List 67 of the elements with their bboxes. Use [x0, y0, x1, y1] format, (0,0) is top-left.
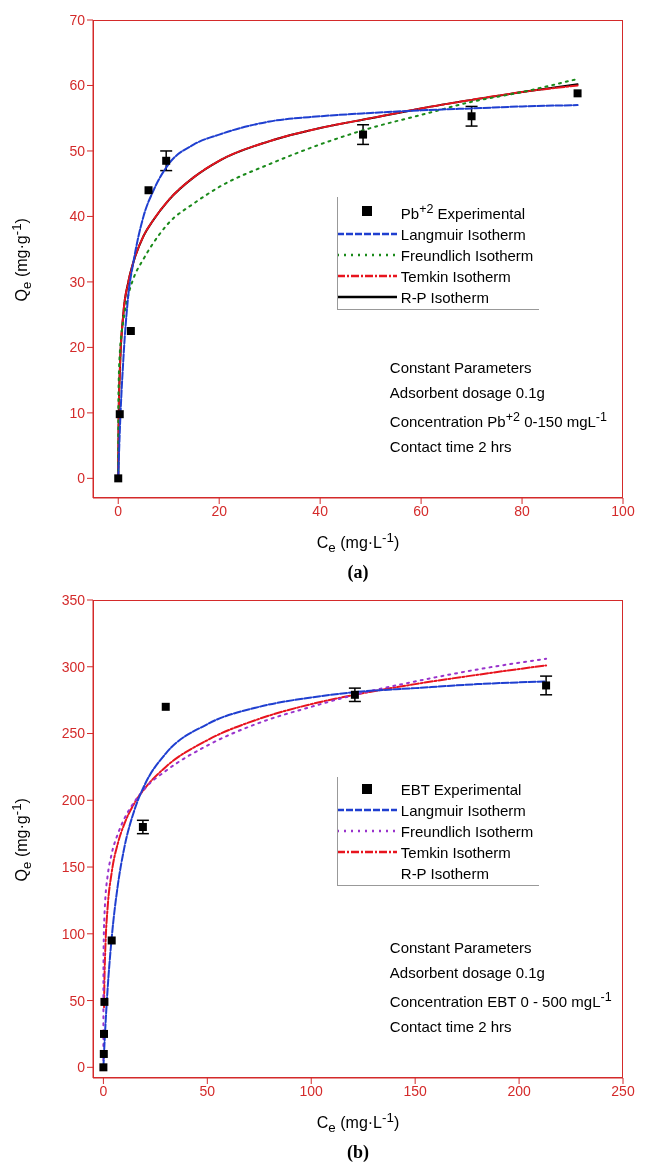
point [107, 936, 116, 945]
y-tick-label: 300 [61, 658, 86, 675]
x-tick-label: 80 [514, 502, 531, 519]
x-tick-label: 60 [413, 502, 430, 519]
legend-label: R-P Isotherm [400, 287, 489, 308]
annotation: Adsorbent dosage 0.1g [389, 963, 545, 981]
x-axis-title: C$_{e}$ (mg·L$^{-1}$) [316, 530, 400, 556]
x-tick-label: 20 [211, 502, 228, 519]
legend-label: EBT Experimental [400, 779, 522, 800]
x-tick-label: 100 [611, 502, 635, 519]
x-tick-label: 100 [299, 1082, 324, 1099]
x-tick-label: 40 [312, 502, 329, 519]
annotation: Concentration Pb$^{+2}$ 0-150 mgL$^{-1}$ [389, 409, 607, 430]
y-tick-label: 40 [69, 208, 86, 225]
annotation: Concentration EBT 0 - 500 mgL$^{-1}$ [389, 989, 612, 1010]
y-tick-label: 30 [69, 273, 86, 290]
point [467, 112, 476, 121]
y-tick-label: 150 [61, 859, 86, 876]
legend-label: Langmuir Isotherm [400, 800, 526, 821]
text: R-P Isotherm [400, 863, 489, 884]
point [99, 1049, 108, 1058]
y-tick-label: 200 [61, 792, 86, 809]
annotation: Constant Parameters [389, 358, 532, 376]
point [138, 822, 147, 831]
annotation: Adsorbent dosage 0.1g [389, 383, 545, 401]
annotation: Constant Parameters [389, 938, 532, 956]
point [144, 186, 153, 195]
legend-label: Pb$^{+2}$ Experimental [400, 200, 526, 224]
x-tick-label: 250 [611, 1082, 635, 1099]
annotation: Contact time 2 hrs [389, 437, 512, 455]
point [126, 327, 135, 336]
point [542, 681, 551, 690]
x-tick-label: 200 [507, 1082, 531, 1099]
y-tick-label: 100 [61, 925, 86, 942]
y-tick-label: 20 [69, 339, 86, 356]
text: (a) [347, 562, 369, 582]
point [115, 410, 124, 419]
x-tick-label: 0 [114, 502, 123, 519]
point [162, 156, 171, 165]
text: (b) [347, 1142, 369, 1162]
point [573, 89, 582, 98]
legend-label: Langmuir Isotherm [400, 224, 526, 245]
point [359, 130, 368, 139]
annotation: Contact time 2 hrs [389, 1017, 512, 1035]
legend-label: Freundlich Isotherm [400, 821, 534, 842]
legend-label: Freundlich Isotherm [400, 245, 534, 266]
legend-label: Temkin Isotherm [400, 842, 511, 863]
x-tick-label: 0 [99, 1082, 108, 1099]
x-axis-title: C$_{e}$ (mg·L$^{-1}$) [316, 1110, 400, 1136]
point [100, 997, 109, 1006]
y-tick-label: 0 [77, 1059, 86, 1076]
x-tick-label: 150 [403, 1082, 428, 1099]
x-tick-label: 50 [199, 1082, 216, 1099]
point [114, 474, 123, 483]
point [350, 690, 359, 699]
point [99, 1063, 108, 1072]
y-tick-label: 70 [69, 11, 86, 28]
y-tick-label: 10 [69, 404, 86, 421]
y-tick-label: 0 [77, 470, 86, 487]
legend-label: Temkin Isotherm [400, 266, 511, 287]
point [100, 1029, 109, 1038]
y-tick-label: 50 [69, 142, 86, 159]
y-tick-label: 60 [69, 77, 86, 94]
point [161, 702, 170, 711]
y-tick-label: 250 [61, 725, 86, 742]
y-tick-label: 50 [69, 992, 86, 1009]
y-tick-label: 350 [61, 591, 86, 608]
